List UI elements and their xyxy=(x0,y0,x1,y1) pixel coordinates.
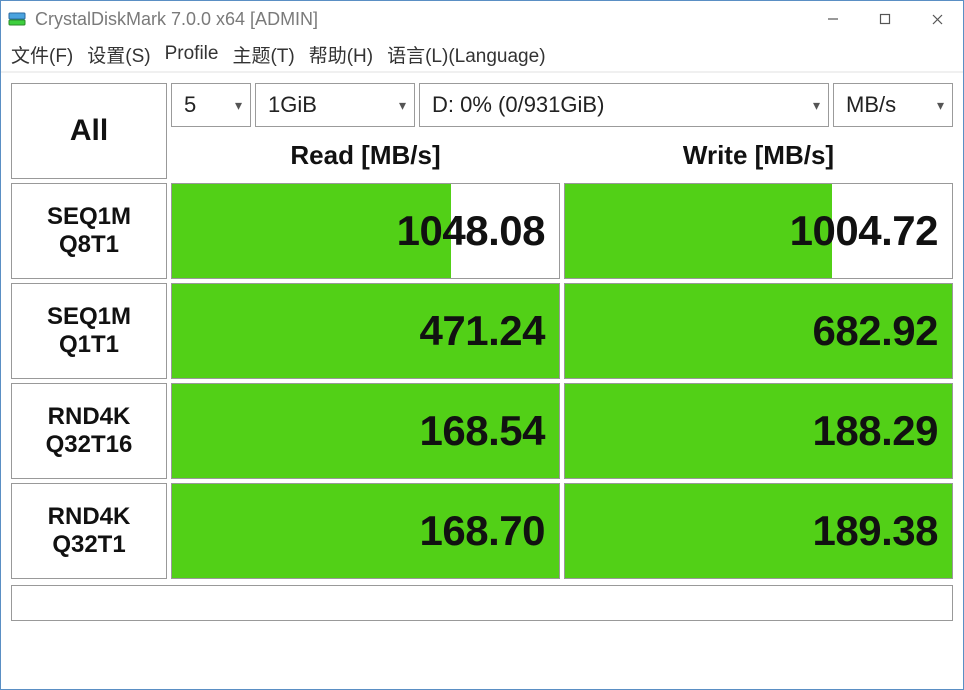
read-value: 1048.08 xyxy=(172,184,559,278)
selectors-row: 5 ▾ 1GiB ▾ D: 0% (0/931GiB) ▾ MB/s ▾ xyxy=(171,83,953,127)
results-grid: SEQ1MQ8T11048.081004.72SEQ1MQ1T1471.2468… xyxy=(11,183,953,583)
chevron-down-icon: ▾ xyxy=(235,97,242,114)
titlebar: CrystalDiskMark 7.0.0 x64 [ADMIN] xyxy=(1,1,963,37)
write-cell: 189.38 xyxy=(564,483,953,579)
main-area: All 5 ▾ 1GiB ▾ D: 0% (0/931GiB) ▾ xyxy=(1,73,963,689)
read-cell: 168.54 xyxy=(171,383,560,479)
test-label-line1: RND4K xyxy=(48,403,131,431)
column-headers: Read [MB/s] Write [MB/s] xyxy=(171,131,953,179)
test-label-line2: Q32T1 xyxy=(52,531,125,559)
menu-language[interactable]: 语言(L)(Language) xyxy=(387,41,545,68)
menu-settings[interactable]: 设置(S) xyxy=(87,41,150,68)
drive-select[interactable]: D: 0% (0/931GiB) ▾ xyxy=(419,83,829,127)
maximize-button[interactable] xyxy=(859,1,911,37)
result-row: RND4KQ32T1168.70189.38 xyxy=(11,483,953,579)
top-right: 5 ▾ 1GiB ▾ D: 0% (0/931GiB) ▾ MB/s ▾ xyxy=(171,83,953,179)
window-title: CrystalDiskMark 7.0.0 x64 [ADMIN] xyxy=(35,9,318,30)
app-window: CrystalDiskMark 7.0.0 x64 [ADMIN] 文件(F) … xyxy=(0,0,964,690)
drive-value: D: 0% (0/931GiB) xyxy=(432,92,604,118)
write-cell: 188.29 xyxy=(564,383,953,479)
test-label-line1: RND4K xyxy=(48,503,131,531)
write-value: 1004.72 xyxy=(565,184,952,278)
menu-file[interactable]: 文件(F) xyxy=(11,41,73,68)
read-value: 471.24 xyxy=(172,284,559,378)
menu-theme[interactable]: 主题(T) xyxy=(232,41,294,68)
menu-profile[interactable]: Profile xyxy=(165,43,219,65)
test-button[interactable]: SEQ1MQ8T1 xyxy=(11,183,167,279)
test-label-line2: Q8T1 xyxy=(59,231,119,259)
read-value: 168.70 xyxy=(172,484,559,578)
minimize-button[interactable] xyxy=(807,1,859,37)
count-value: 5 xyxy=(184,92,196,118)
write-value: 188.29 xyxy=(565,384,952,478)
size-value: 1GiB xyxy=(268,92,317,118)
unit-value: MB/s xyxy=(846,92,896,118)
result-cells: 168.70189.38 xyxy=(171,483,953,579)
write-value: 682.92 xyxy=(565,284,952,378)
size-select[interactable]: 1GiB ▾ xyxy=(255,83,415,127)
read-header: Read [MB/s] xyxy=(171,131,560,179)
test-button[interactable]: RND4KQ32T16 xyxy=(11,383,167,479)
status-bar xyxy=(11,585,953,621)
chevron-down-icon: ▾ xyxy=(399,97,406,114)
test-label-line1: SEQ1M xyxy=(47,303,131,331)
top-row: All 5 ▾ 1GiB ▾ D: 0% (0/931GiB) ▾ xyxy=(11,83,953,179)
app-icon xyxy=(7,9,27,29)
close-button[interactable] xyxy=(911,1,963,37)
menu-help[interactable]: 帮助(H) xyxy=(309,41,373,68)
read-cell: 471.24 xyxy=(171,283,560,379)
result-cells: 168.54188.29 xyxy=(171,383,953,479)
test-label-line2: Q32T16 xyxy=(46,431,133,459)
write-header: Write [MB/s] xyxy=(564,131,953,179)
test-label-line2: Q1T1 xyxy=(59,331,119,359)
chevron-down-icon: ▾ xyxy=(813,97,820,114)
run-all-button[interactable]: All xyxy=(11,83,167,179)
chevron-down-icon: ▾ xyxy=(937,97,944,114)
read-cell: 168.70 xyxy=(171,483,560,579)
test-button[interactable]: RND4KQ32T1 xyxy=(11,483,167,579)
result-row: SEQ1MQ8T11048.081004.72 xyxy=(11,183,953,279)
read-value: 168.54 xyxy=(172,384,559,478)
result-cells: 1048.081004.72 xyxy=(171,183,953,279)
write-value: 189.38 xyxy=(565,484,952,578)
count-select[interactable]: 5 ▾ xyxy=(171,83,251,127)
read-cell: 1048.08 xyxy=(171,183,560,279)
window-controls xyxy=(807,1,963,37)
result-row: RND4KQ32T16168.54188.29 xyxy=(11,383,953,479)
write-cell: 1004.72 xyxy=(564,183,953,279)
test-label-line1: SEQ1M xyxy=(47,203,131,231)
menubar: 文件(F) 设置(S) Profile 主题(T) 帮助(H) 语言(L)(La… xyxy=(1,37,963,71)
run-all-label: All xyxy=(70,114,108,148)
write-cell: 682.92 xyxy=(564,283,953,379)
result-row: SEQ1MQ1T1471.24682.92 xyxy=(11,283,953,379)
test-button[interactable]: SEQ1MQ1T1 xyxy=(11,283,167,379)
unit-select[interactable]: MB/s ▾ xyxy=(833,83,953,127)
result-cells: 471.24682.92 xyxy=(171,283,953,379)
